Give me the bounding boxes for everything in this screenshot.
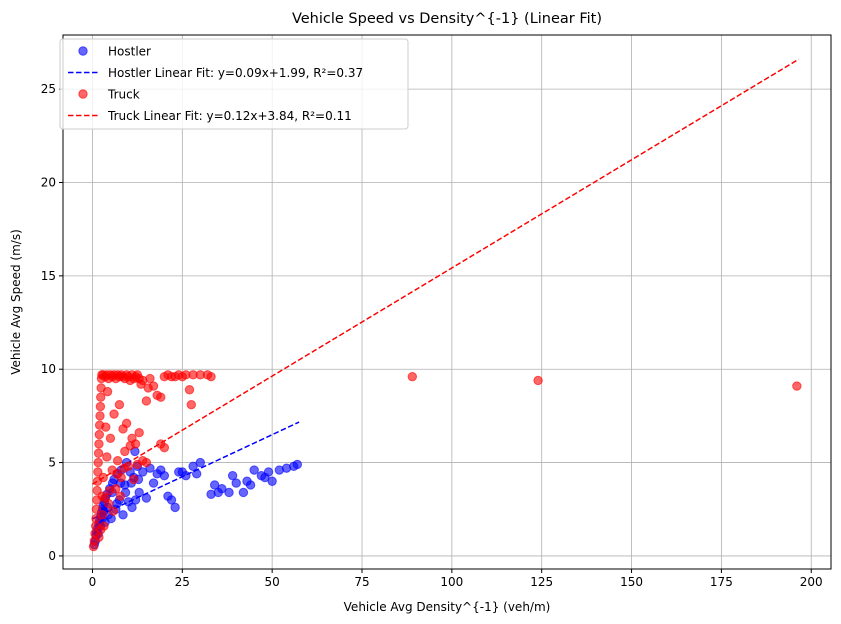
- truck-point: [134, 427, 144, 438]
- truck-point: [129, 474, 139, 485]
- truck-point: [112, 469, 122, 479]
- scatter-points: [88, 370, 802, 552]
- truck-point: [93, 448, 104, 458]
- hostler-point: [188, 461, 198, 472]
- legend-label: Truck: [107, 88, 140, 102]
- truck-point: [141, 396, 152, 406]
- truck-point: [130, 439, 141, 449]
- y-axis-label: Vehicle Avg Speed (m/s): [9, 229, 23, 375]
- hostler-point: [195, 457, 205, 468]
- x-tick-label: 75: [354, 575, 369, 589]
- hostler-point: [227, 470, 238, 481]
- truck-point: [112, 456, 123, 466]
- legend-box: [59, 38, 409, 130]
- hostler-point: [166, 495, 177, 505]
- hostler-point: [134, 487, 144, 498]
- y-tick-label: 15: [41, 269, 56, 283]
- hostler-point: [245, 480, 256, 490]
- hostler-point: [181, 470, 191, 481]
- hostler-point: [159, 470, 170, 481]
- x-tick-label: 50: [265, 575, 280, 589]
- truck-point: [91, 504, 102, 514]
- hostler-point: [292, 459, 303, 470]
- truck-point: [94, 439, 104, 449]
- truck-point: [114, 399, 125, 410]
- hostler-point: [127, 502, 137, 513]
- y-tick-label: 0: [48, 549, 56, 563]
- truck-point: [94, 429, 104, 440]
- hostler-point: [141, 493, 152, 503]
- chart-title: Vehicle Speed vs Density^{-1} (Linear Fi…: [292, 11, 602, 27]
- legend-label: Hostler: [108, 45, 151, 59]
- hostler-point: [118, 510, 128, 520]
- y-tick-label: 10: [41, 362, 56, 376]
- hostler-point: [263, 467, 274, 477]
- hostler-point: [170, 502, 180, 513]
- truck-point: [120, 446, 130, 457]
- truck-point: [156, 392, 166, 402]
- x-tick-label: 200: [800, 575, 823, 589]
- truck-point: [206, 371, 216, 382]
- hostler-point: [217, 484, 227, 494]
- legend-label: Truck Linear Fit: y=0.12x+3.84, R²=0.11: [107, 109, 352, 123]
- x-tick-label: 175: [710, 575, 733, 589]
- hostler-point: [148, 478, 159, 488]
- truck-point: [533, 375, 543, 386]
- legend-marker: [78, 46, 88, 56]
- truck-point: [109, 409, 119, 419]
- hostler-point: [249, 465, 259, 475]
- hostler-point: [231, 478, 241, 488]
- legend-marker: [78, 89, 88, 99]
- truck-point: [119, 463, 129, 473]
- x-tick-label: 25: [175, 575, 190, 589]
- truck-point: [159, 442, 170, 453]
- truck-point: [407, 371, 418, 382]
- truck-point: [792, 381, 802, 391]
- truck-point: [103, 498, 114, 509]
- truck-point: [184, 385, 195, 395]
- truck-point: [102, 386, 113, 397]
- truck-point: [105, 485, 115, 496]
- truck-fit-line: [92, 58, 800, 485]
- truck-point: [96, 392, 106, 402]
- hostler-point: [224, 487, 234, 498]
- axis-ticks: 0 25 50 75 100 125 150 175 200 0 5 10 15 20 25: [41, 82, 823, 589]
- truck-point: [141, 457, 152, 468]
- y-tick-label: 25: [41, 82, 56, 96]
- y-tick-label: 20: [41, 176, 56, 190]
- hostler-point: [238, 487, 249, 498]
- x-tick-label: 150: [620, 575, 643, 589]
- truck-point: [95, 411, 105, 421]
- plot-area-frame: [62, 34, 832, 570]
- truck-point: [102, 452, 112, 462]
- hostler-point: [209, 480, 220, 490]
- x-axis-label: Vehicle Avg Density^{-1} (veh/m): [344, 600, 551, 614]
- truck-point: [148, 381, 159, 391]
- truck-point: [96, 525, 106, 535]
- hostler-point: [191, 469, 202, 479]
- truck-point: [108, 506, 119, 516]
- hostler-point: [267, 476, 277, 486]
- truck-point: [93, 457, 103, 468]
- truck-point: [97, 510, 108, 520]
- truck-point: [186, 399, 196, 410]
- truck-point: [121, 418, 132, 429]
- truck-point: [115, 491, 126, 501]
- truck-point: [101, 422, 111, 432]
- legend: Hostler Hostler Linear Fit: y=0.09x+1.99,…: [59, 38, 409, 130]
- truck-point: [95, 401, 106, 412]
- hostler-point: [138, 467, 148, 477]
- legend-label: Hostler Linear Fit: y=0.09x+1.99, R²=0.3…: [108, 66, 363, 80]
- x-tick-label: 0: [89, 575, 97, 589]
- truck-point: [97, 491, 107, 501]
- hostler-point: [130, 495, 141, 505]
- truck-point: [93, 467, 103, 477]
- truck-point: [98, 472, 108, 483]
- y-tick-label: 5: [48, 456, 56, 470]
- x-tick-label: 125: [530, 575, 553, 589]
- x-tick-label: 100: [440, 575, 463, 589]
- truck-point: [105, 433, 116, 444]
- truck-point: [145, 373, 155, 384]
